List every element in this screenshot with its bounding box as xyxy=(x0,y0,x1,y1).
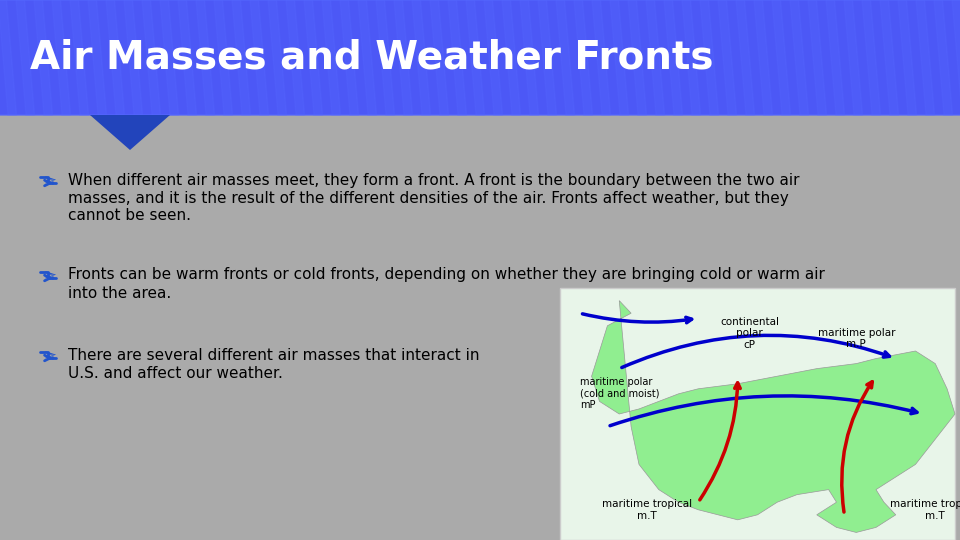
Polygon shape xyxy=(142,0,232,115)
Text: ➣: ➣ xyxy=(42,346,56,364)
Polygon shape xyxy=(826,0,917,115)
Polygon shape xyxy=(718,0,808,115)
Polygon shape xyxy=(0,0,70,115)
Polygon shape xyxy=(664,0,755,115)
Polygon shape xyxy=(358,0,448,115)
Polygon shape xyxy=(214,0,304,115)
Polygon shape xyxy=(0,0,35,115)
Polygon shape xyxy=(466,0,557,115)
Polygon shape xyxy=(70,0,160,115)
Polygon shape xyxy=(628,0,718,115)
Polygon shape xyxy=(196,0,286,115)
Text: When different air masses meet, they form a front. A front is the boundary betwe: When different air masses meet, they for… xyxy=(68,172,800,187)
Polygon shape xyxy=(682,0,773,115)
Polygon shape xyxy=(0,0,53,115)
Polygon shape xyxy=(700,0,790,115)
Polygon shape xyxy=(502,0,592,115)
Polygon shape xyxy=(862,0,952,115)
Text: into the area.: into the area. xyxy=(68,286,171,300)
FancyBboxPatch shape xyxy=(0,115,960,540)
Polygon shape xyxy=(646,0,736,115)
Polygon shape xyxy=(340,0,430,115)
Polygon shape xyxy=(574,0,664,115)
Polygon shape xyxy=(610,0,701,115)
Polygon shape xyxy=(268,0,358,115)
Text: There are several different air masses that interact in: There are several different air masses t… xyxy=(68,348,479,362)
Polygon shape xyxy=(844,0,934,115)
Polygon shape xyxy=(0,0,16,115)
Polygon shape xyxy=(916,0,960,115)
Polygon shape xyxy=(754,0,845,115)
Polygon shape xyxy=(592,0,683,115)
Text: U.S. and affect our weather.: U.S. and affect our weather. xyxy=(68,366,283,381)
Polygon shape xyxy=(250,0,341,115)
Polygon shape xyxy=(34,0,125,115)
Polygon shape xyxy=(394,0,485,115)
Polygon shape xyxy=(430,0,520,115)
Polygon shape xyxy=(538,0,629,115)
Polygon shape xyxy=(591,301,955,532)
Polygon shape xyxy=(0,0,88,115)
Text: maritime tropical
m.T: maritime tropical m.T xyxy=(602,499,692,521)
Polygon shape xyxy=(304,0,395,115)
Text: maritime tropical
m.T: maritime tropical m.T xyxy=(890,499,960,521)
Polygon shape xyxy=(880,0,960,115)
Polygon shape xyxy=(106,0,197,115)
Polygon shape xyxy=(286,0,376,115)
Text: cannot be seen.: cannot be seen. xyxy=(68,208,191,224)
FancyBboxPatch shape xyxy=(560,288,955,540)
Polygon shape xyxy=(412,0,502,115)
Polygon shape xyxy=(736,0,827,115)
Text: continental
polar
cP: continental polar cP xyxy=(720,317,780,350)
Polygon shape xyxy=(90,115,170,150)
Polygon shape xyxy=(16,0,107,115)
Polygon shape xyxy=(232,0,323,115)
Polygon shape xyxy=(934,0,960,115)
Polygon shape xyxy=(178,0,269,115)
Polygon shape xyxy=(88,0,179,115)
Polygon shape xyxy=(448,0,539,115)
Polygon shape xyxy=(52,0,142,115)
Text: Fronts can be warm fronts or cold fronts, depending on whether they are bringing: Fronts can be warm fronts or cold fronts… xyxy=(68,267,825,282)
Text: ➣: ➣ xyxy=(42,266,56,284)
FancyBboxPatch shape xyxy=(0,0,960,115)
Polygon shape xyxy=(556,0,646,115)
Polygon shape xyxy=(484,0,574,115)
Text: Air Masses and Weather Fronts: Air Masses and Weather Fronts xyxy=(30,38,713,77)
Text: ➣: ➣ xyxy=(42,171,56,189)
Polygon shape xyxy=(520,0,611,115)
Polygon shape xyxy=(124,0,214,115)
Polygon shape xyxy=(322,0,413,115)
Polygon shape xyxy=(952,0,960,115)
Polygon shape xyxy=(790,0,880,115)
Polygon shape xyxy=(808,0,899,115)
Text: maritime polar
(cold and moist)
mP: maritime polar (cold and moist) mP xyxy=(580,377,660,410)
Text: masses, and it is the result of the different densities of the air. Fronts affec: masses, and it is the result of the diff… xyxy=(68,191,789,206)
Polygon shape xyxy=(772,0,862,115)
Polygon shape xyxy=(376,0,467,115)
Polygon shape xyxy=(160,0,251,115)
Polygon shape xyxy=(898,0,960,115)
Text: maritime polar
m.P: maritime polar m.P xyxy=(818,328,895,349)
